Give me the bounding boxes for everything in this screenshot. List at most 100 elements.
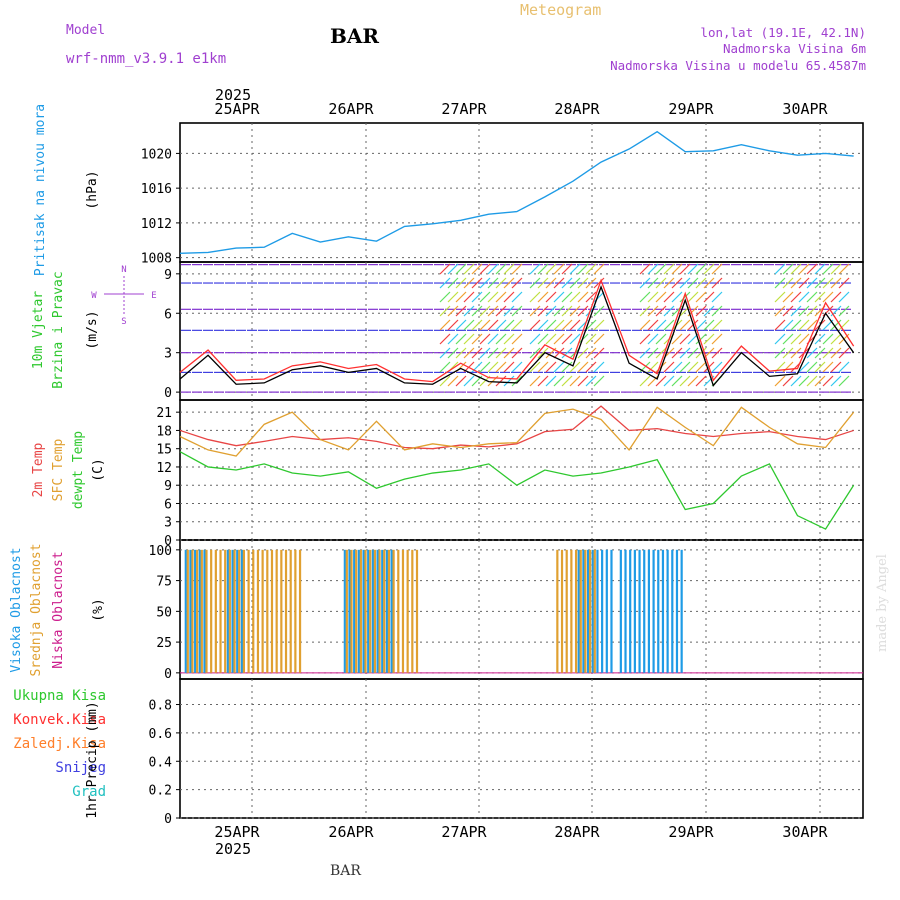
wind-vector-strong [822, 347, 834, 359]
wind-vector-strong [503, 319, 515, 331]
wind-vector-strong [439, 263, 451, 275]
wind-vector-strong [511, 333, 523, 345]
wind-vector-strong [455, 333, 467, 345]
cloud-mid-bar [593, 549, 596, 673]
cloud-mid-bar [191, 549, 194, 673]
footer-title: BAR [330, 863, 361, 879]
y-tick-label: 75 [156, 575, 172, 590]
cloud-high-bar [226, 549, 229, 673]
y-tick-label: 0 [164, 812, 172, 827]
wind-vector-strong [471, 277, 483, 289]
cloud-mid-bar [411, 549, 414, 673]
y-tick-label: 3 [164, 516, 172, 531]
pressure-unit: (hPa) [85, 170, 100, 209]
wind-vector-strong [830, 277, 842, 289]
wind-vector-strong [463, 263, 475, 275]
wind-vector-strong [455, 263, 467, 275]
wind-vector-strong [671, 277, 683, 289]
wind-vector-strong [585, 347, 597, 359]
wind-vector-strong [711, 361, 723, 373]
wind-vector-strong [503, 291, 515, 303]
y-tick-label: 21 [156, 406, 172, 421]
wind-vector-strong [814, 291, 826, 303]
wind-vector-strong [495, 277, 507, 289]
wind-vector-strong [569, 291, 581, 303]
wind-vector-strong [695, 347, 707, 359]
wind-vector-strong [695, 305, 707, 317]
cloud-low-label: Niska Oblacnost [51, 551, 66, 668]
wind-axis-title-2: Brzina i Pravac [51, 271, 66, 388]
wind-vector-strong [503, 361, 515, 373]
wind-vector-strong [798, 277, 810, 289]
cloud-high-bar [367, 549, 370, 673]
cloud-mid-bar [560, 549, 564, 673]
wind-vector-strong [806, 375, 818, 387]
cloud-mid-bar [266, 549, 269, 673]
panel-3 [179, 539, 864, 680]
wind-vector-strong [471, 319, 483, 331]
wind-vector-strong [447, 277, 459, 289]
wind-vector-strong [711, 263, 723, 275]
year-label-top: 2025 [215, 86, 251, 104]
cloud-mid-bar [364, 549, 367, 673]
wind-vector-strong [711, 319, 723, 331]
cloud-mid-bar [200, 549, 203, 673]
wind-vector-strong [529, 291, 541, 303]
wind-vector-strong [838, 375, 850, 387]
day-label-top: 27APR [441, 100, 487, 118]
wind-vector-strong [695, 277, 707, 289]
cloud-mid-label: Srednja Oblacnost [29, 543, 44, 676]
wind-vector-strong [569, 263, 581, 275]
wind-vector-strong [695, 361, 707, 373]
wind-vector-strong [790, 347, 802, 359]
cloud-mid-bar [261, 549, 264, 673]
wind-vector-strong [593, 263, 605, 275]
cloud-high-bar [586, 549, 590, 673]
wind-vector-strong [671, 333, 683, 345]
wind-vector-strong [479, 277, 491, 289]
cloud-high-bar [591, 549, 594, 673]
wind-vector-strong [511, 291, 523, 303]
cloud-mid-bar [401, 549, 405, 673]
wind-vector-strong [830, 361, 842, 373]
wind-vector-strong [577, 291, 589, 303]
cloud-mid-bar [205, 549, 208, 673]
y-tick-label: 0.2 [149, 784, 172, 799]
wind-vector-strong [830, 291, 842, 303]
wind-vector-strong [647, 347, 659, 359]
pressure-line [179, 130, 854, 255]
wind-vector-strong [503, 305, 515, 317]
cloud-high-bar [629, 549, 632, 673]
wind-vector-strong [703, 263, 715, 275]
wind-vector-strong [545, 333, 557, 345]
cloud-mid-bar [252, 549, 255, 673]
wind-vector-strong [814, 347, 826, 359]
wind-vector-strong [569, 319, 581, 331]
wind-vector-strong [695, 333, 707, 345]
watermark: made by Angel [875, 554, 890, 652]
wind-vector-strong [655, 277, 667, 289]
wind-vector-strong [647, 375, 659, 387]
wind-vector-strong [774, 263, 786, 275]
wind-vector-strong [593, 319, 605, 331]
wind-vector-strong [487, 347, 499, 359]
wind-vector-strong [774, 305, 786, 317]
day-label-top: 30APR [782, 100, 828, 118]
wind-vector-strong [671, 291, 683, 303]
wind-vector-strong [663, 277, 675, 289]
wind-vector-strong [553, 347, 565, 359]
wind-vector-strong [782, 333, 794, 345]
wind-vector-strong [585, 291, 597, 303]
y-tick-label: 25 [156, 636, 172, 651]
cloud-high-bar [231, 549, 234, 673]
wind-vector-strong [569, 361, 581, 373]
wind-vector-strong [487, 361, 499, 373]
panel-4 [179, 678, 864, 819]
temp-dewpt-label: dewpt Temp [71, 431, 86, 509]
wind-vector-strong [439, 375, 451, 387]
wind-vector-strong [647, 277, 659, 289]
wind-vector-strong [479, 333, 491, 345]
cloud-high-bar [582, 549, 585, 673]
cloud-high-bar [638, 549, 641, 673]
wind-vector-strong [679, 263, 691, 275]
